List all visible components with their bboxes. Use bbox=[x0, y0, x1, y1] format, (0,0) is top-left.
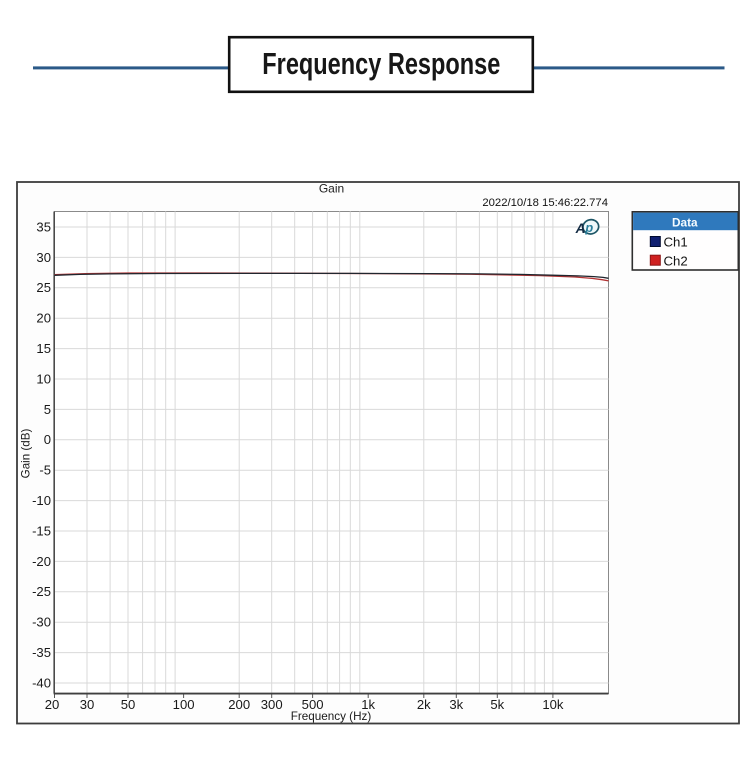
svg-text:0: 0 bbox=[44, 432, 51, 447]
svg-text:Gain: Gain bbox=[319, 182, 344, 196]
svg-text:500: 500 bbox=[302, 697, 324, 712]
svg-text:1k: 1k bbox=[361, 697, 375, 712]
svg-text:2k: 2k bbox=[417, 697, 431, 712]
svg-text:-30: -30 bbox=[32, 615, 51, 630]
svg-text:Ch1: Ch1 bbox=[664, 235, 688, 250]
svg-text:50: 50 bbox=[121, 697, 136, 712]
svg-text:25: 25 bbox=[36, 280, 51, 295]
svg-text:30: 30 bbox=[80, 697, 95, 712]
svg-text:-10: -10 bbox=[32, 493, 51, 508]
svg-text:-20: -20 bbox=[32, 554, 51, 569]
svg-text:300: 300 bbox=[261, 697, 283, 712]
svg-text:35: 35 bbox=[36, 219, 51, 234]
svg-text:-5: -5 bbox=[39, 463, 51, 478]
svg-text:Gain (dB): Gain (dB) bbox=[20, 429, 33, 479]
svg-text:Frequency (Hz): Frequency (Hz) bbox=[291, 710, 372, 723]
svg-text:15: 15 bbox=[36, 341, 51, 356]
svg-text:5k: 5k bbox=[490, 697, 504, 712]
svg-text:20: 20 bbox=[45, 697, 60, 712]
svg-text:10k: 10k bbox=[542, 697, 564, 712]
svg-text:100: 100 bbox=[173, 697, 195, 712]
svg-text:5: 5 bbox=[44, 402, 51, 417]
svg-text:-15: -15 bbox=[32, 523, 51, 538]
svg-text:A: A bbox=[575, 221, 586, 236]
svg-text:20: 20 bbox=[36, 311, 51, 326]
svg-text:Frequency Response: Frequency Response bbox=[262, 48, 500, 81]
svg-text:-40: -40 bbox=[32, 675, 51, 690]
svg-text:3k: 3k bbox=[449, 697, 463, 712]
svg-text:Ch2: Ch2 bbox=[664, 253, 688, 268]
svg-text:10: 10 bbox=[36, 371, 51, 386]
svg-text:30: 30 bbox=[36, 250, 51, 265]
svg-text:p: p bbox=[584, 220, 593, 235]
svg-text:Data: Data bbox=[672, 215, 698, 229]
svg-text:200: 200 bbox=[228, 697, 250, 712]
svg-text:2022/10/18 15:46:22.774: 2022/10/18 15:46:22.774 bbox=[482, 197, 608, 209]
svg-text:-35: -35 bbox=[32, 645, 51, 660]
svg-text:-25: -25 bbox=[32, 584, 51, 599]
